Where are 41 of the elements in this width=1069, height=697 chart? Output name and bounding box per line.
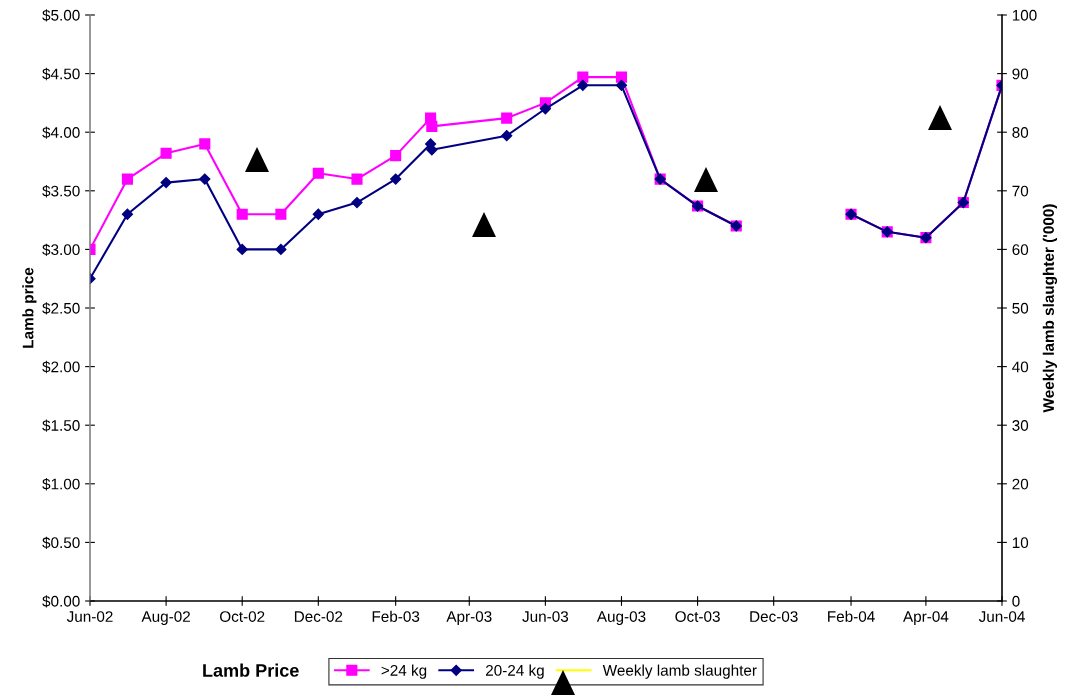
y2-tick-label: 80 xyxy=(1012,127,1029,138)
y-tick-label: $3.50 xyxy=(42,185,80,198)
y-tick-label: $3.00 xyxy=(42,243,80,256)
y-tick-label: $0.00 xyxy=(42,595,80,608)
x-tick-label: Apr-03 xyxy=(446,611,492,625)
y2-tick-label: 0 xyxy=(1012,595,1020,607)
y2-tick-label: 100 xyxy=(1012,9,1037,21)
x-tick-label: Jun-03 xyxy=(522,611,569,622)
y2-tick-label: 30 xyxy=(1012,420,1029,431)
x-tick-label: Aug-03 xyxy=(596,611,646,625)
y-tick-label: $0.50 xyxy=(42,536,80,549)
y-tick-label: $4.00 xyxy=(42,126,80,139)
y-tick-label: $4.50 xyxy=(42,67,80,81)
y2-tick-label: 40 xyxy=(1012,361,1029,373)
x-tick-label: Dec-03 xyxy=(750,611,798,622)
legend-label: Weekly lamb slaughter xyxy=(602,664,757,679)
x-tick-label: Jun-02 xyxy=(66,611,113,622)
x-tick-label: Aug-02 xyxy=(141,611,190,625)
x-tick-label: Oct-03 xyxy=(675,611,720,622)
legend-label: 20-24 kg xyxy=(485,664,544,679)
y2-axis-title: Weekly lamb slaughter ('000) xyxy=(1042,204,1058,413)
y2-tick-label: 50 xyxy=(1012,302,1029,314)
legend-label: >24 kg xyxy=(381,664,427,679)
y2-tick-label: 10 xyxy=(1012,537,1029,549)
y2-tick-label: 20 xyxy=(1012,478,1029,490)
y-tick-label: $2.00 xyxy=(42,360,80,374)
y2-tick-label: 70 xyxy=(1012,185,1029,197)
y-tick-label: $1.50 xyxy=(42,419,80,432)
y-tick-label: $1.00 xyxy=(42,478,80,491)
y-tick-label: $5.00 xyxy=(42,9,80,22)
x-tick-label: Jun-04 xyxy=(978,611,1025,622)
y-axis-title: Lamb price xyxy=(22,267,37,348)
x-tick-label: Apr-04 xyxy=(903,611,949,625)
x-tick-label: Dec-02 xyxy=(294,611,343,622)
x-tick-label: Feb-03 xyxy=(372,610,420,622)
text: Lamb Price xyxy=(203,663,299,677)
y2-tick-label: 90 xyxy=(1012,68,1029,80)
y2-tick-label: 60 xyxy=(1012,244,1029,256)
x-tick-label: Oct-02 xyxy=(220,611,265,622)
y-tick-label: $2.50 xyxy=(42,302,80,315)
x-tick-label: Feb-04 xyxy=(828,610,875,622)
